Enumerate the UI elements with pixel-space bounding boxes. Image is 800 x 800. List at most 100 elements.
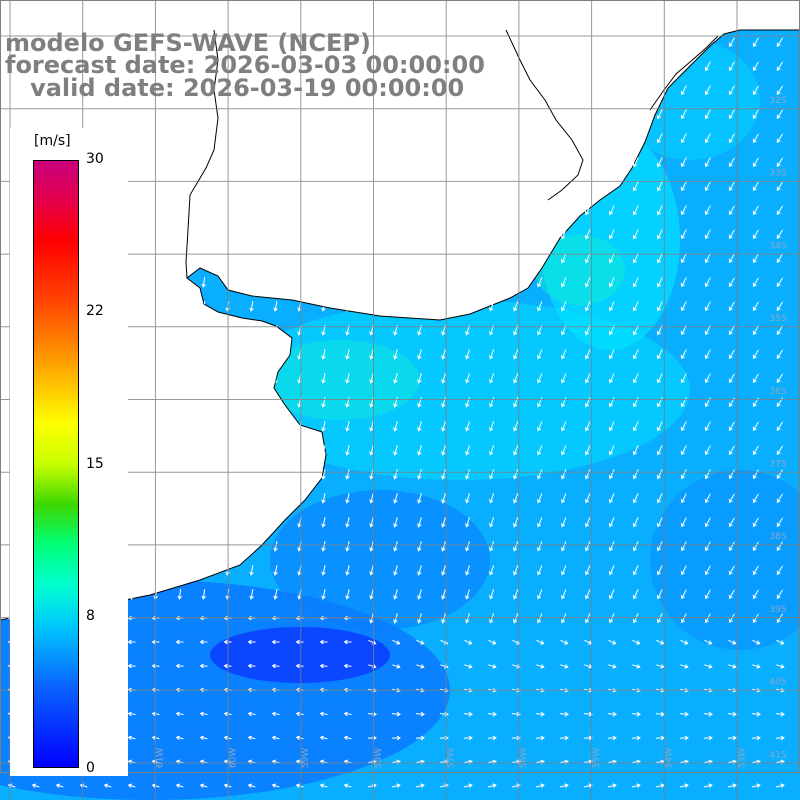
wind-arrow (656, 181, 663, 192)
wind-arrow (632, 205, 639, 216)
wind-arrow (441, 301, 446, 312)
wind-arrow (391, 735, 401, 741)
wind-arrow (728, 253, 735, 264)
wind-arrow (776, 589, 784, 600)
wind-arrow (295, 783, 304, 788)
latitude-label: 41S (769, 750, 786, 760)
wind-arrow (199, 783, 208, 788)
wind-arrow (369, 493, 374, 504)
wind-arrow (319, 735, 328, 741)
wind-arrow (537, 565, 543, 576)
wind-arrow (489, 397, 495, 408)
valid-date-title: valid date: 2026-03-19 00:00:00 (5, 74, 465, 102)
wind-arrow (728, 37, 735, 48)
wind-arrow (319, 639, 328, 645)
wind-arrow (465, 397, 471, 408)
wind-arrow (752, 469, 759, 480)
wind-arrow (559, 711, 569, 717)
wind-arrow (704, 157, 711, 168)
wind-arrow (585, 541, 591, 552)
wind-arrow (465, 421, 471, 432)
wind-arrow (728, 133, 735, 144)
wind-arrow (656, 373, 663, 384)
wind-arrow (632, 493, 639, 504)
wind-arrow (680, 205, 687, 216)
wind-arrow (728, 639, 737, 645)
wind-arrow (585, 493, 591, 504)
wind-arrow (536, 664, 545, 669)
wind-arrow (513, 589, 519, 600)
wind-arrow (129, 564, 135, 576)
wind-arrow (585, 589, 591, 600)
wind-arrow (608, 664, 617, 669)
wind-arrow (465, 469, 471, 480)
wind-arrow (537, 541, 543, 552)
wind-arrow (679, 783, 689, 788)
wind-arrow (465, 541, 471, 552)
wind-arrow (465, 589, 471, 600)
wind-arrow (151, 783, 160, 788)
latitude-label: 38S (769, 532, 786, 542)
wind-arrow (199, 735, 208, 741)
wind-arrow (632, 157, 639, 168)
wind-arrow (513, 469, 519, 480)
wind-arrow (369, 589, 374, 600)
wind-arrow (632, 589, 639, 600)
wind-arrow (728, 349, 735, 360)
wind-arrow (103, 783, 112, 788)
wind-arrow (776, 664, 785, 669)
wind-arrow (752, 301, 759, 312)
wind-arrow (775, 735, 785, 741)
wind-arrow (728, 541, 735, 552)
wind-arrow (391, 711, 401, 717)
wind-arrow (776, 253, 784, 264)
wind-arrow (513, 445, 519, 456)
wind-arrow (129, 588, 135, 600)
wind-arrow (656, 157, 663, 168)
wind-arrow (271, 663, 280, 669)
wind-arrow (247, 639, 256, 645)
wind-arrow (175, 639, 184, 645)
wind-arrow (704, 205, 711, 216)
coastline (185, 29, 219, 279)
wind-arrow (656, 349, 663, 360)
wind-arrow (561, 253, 567, 264)
wind-arrow (369, 349, 374, 360)
longitude-label: 60W (228, 748, 238, 768)
wind-arrow (608, 181, 615, 192)
wind-arrow (632, 349, 639, 360)
wind-arrow (343, 735, 352, 741)
colorbar-tick-label: 22 (86, 303, 104, 319)
wind-arrow (560, 639, 569, 645)
wind-arrow (561, 229, 567, 240)
wind-arrow (393, 541, 398, 552)
longitude-label: 53W (737, 748, 747, 768)
wind-arrow (704, 565, 711, 576)
wind-arrow (704, 181, 711, 192)
wind-arrow (175, 735, 184, 741)
wind-arrow (752, 639, 761, 645)
wind-arrow (607, 735, 617, 741)
wind-arrow (680, 277, 687, 288)
wind-arrow (247, 783, 256, 788)
wind-arrow (489, 421, 495, 432)
wind-arrow (632, 421, 639, 432)
wind-arrow (273, 517, 278, 528)
wind-arrow (728, 61, 735, 72)
longitude-label: 59W (301, 748, 311, 768)
wind-arrow (417, 397, 422, 408)
wind-arrow (177, 588, 182, 600)
wind-arrow (776, 349, 784, 360)
wind-arrow (680, 181, 687, 192)
wind-arrow (465, 349, 471, 360)
wind-arrow (247, 663, 256, 669)
wind-arrow (345, 517, 350, 528)
wind-arrow (608, 589, 615, 600)
wind-arrow (704, 589, 711, 600)
wind-arrow (656, 229, 663, 240)
wind-arrow (680, 493, 687, 504)
wind-arrow (776, 109, 784, 120)
wind-arrow (776, 493, 784, 504)
wind-arrow (561, 397, 567, 408)
wind-arrow (537, 373, 543, 384)
